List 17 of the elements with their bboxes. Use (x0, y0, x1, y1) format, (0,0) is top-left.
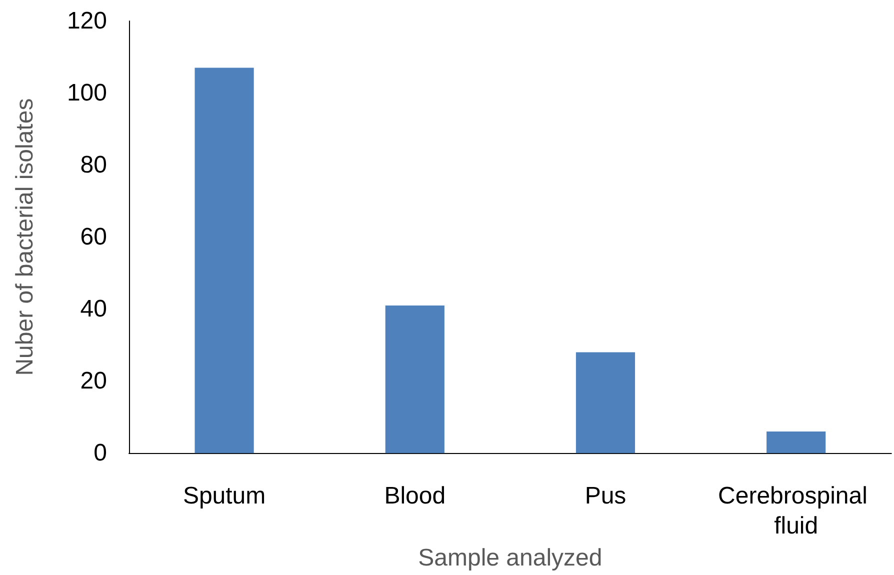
bar (385, 305, 444, 454)
x-tick-label: Cerebrospinal fluid (718, 482, 874, 540)
x-tick-label: Sputum (182, 482, 266, 510)
y-tick-label: 120 (66, 8, 107, 34)
y-tick-label: 60 (80, 224, 107, 251)
y-tick-label: 100 (66, 80, 107, 107)
y-tick-label: 0 (94, 440, 107, 467)
y-tick-label: 80 (80, 152, 107, 179)
x-tick-label: Blood (384, 482, 446, 510)
x-axis-title: Sample analyzed (418, 544, 602, 572)
x-tick-label: Pus (584, 482, 626, 510)
y-tick-label: 20 (80, 368, 107, 395)
bar (766, 431, 826, 454)
y-axis-title: Nuber of bacterial isolates (12, 98, 38, 376)
y-tick-label: 40 (80, 296, 107, 323)
bar (194, 68, 254, 454)
bar (576, 352, 636, 454)
